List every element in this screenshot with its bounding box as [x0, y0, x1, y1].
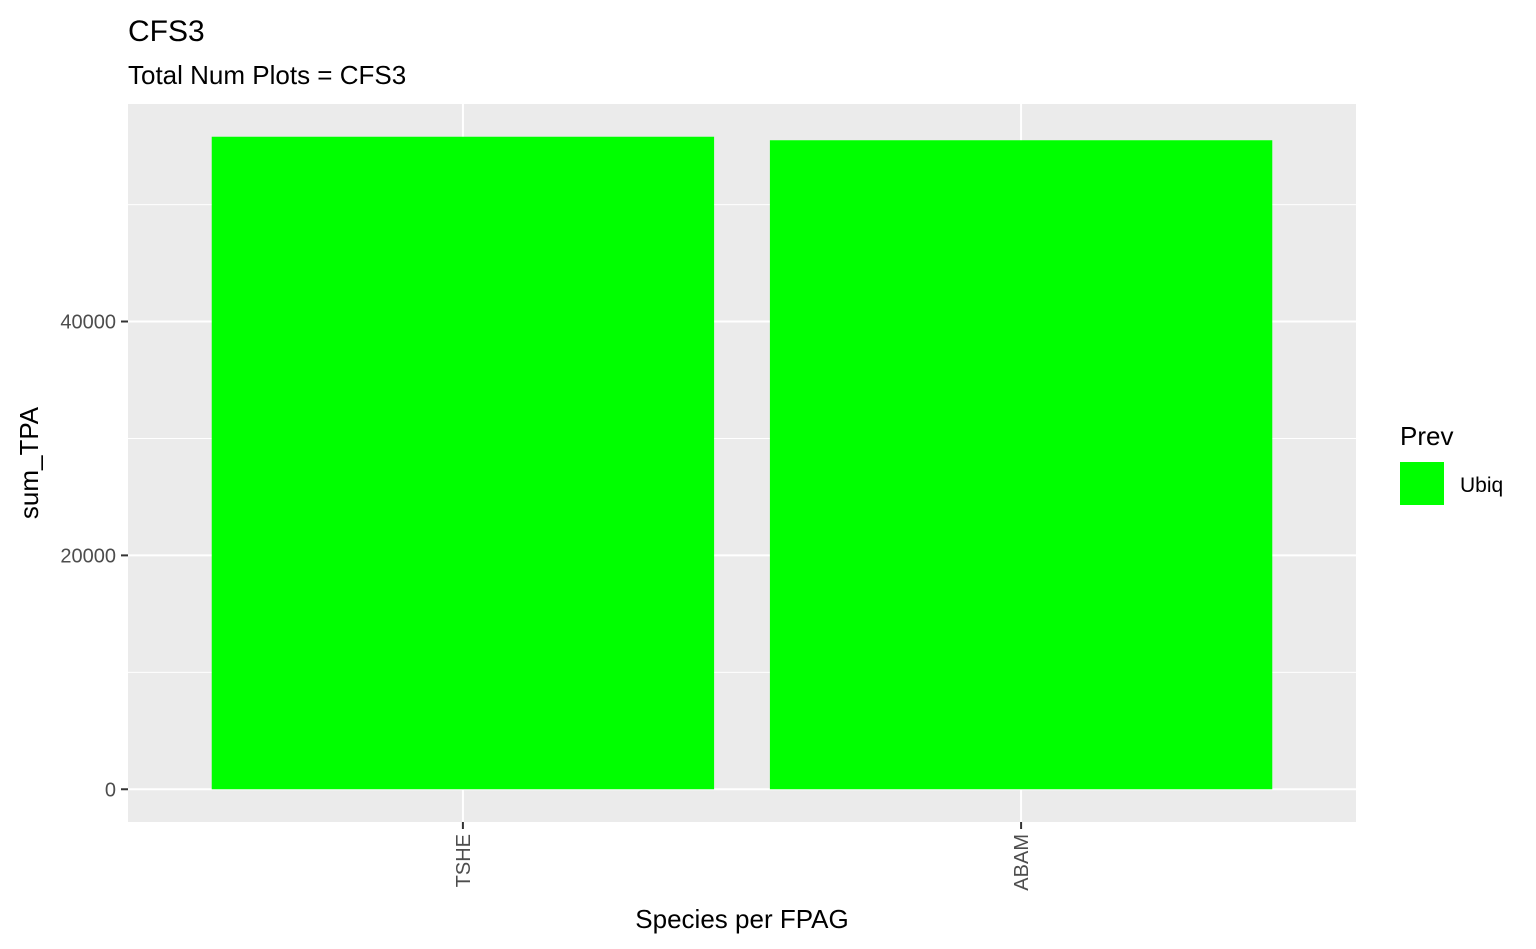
bar-tshe [211, 136, 715, 790]
x-axis-title: Species per FPAG [635, 904, 848, 934]
chart-subtitle: Total Num Plots = CFS3 [128, 60, 406, 90]
y-tick-label: 40000 [60, 312, 116, 334]
legend-key-ubiq [1400, 462, 1444, 505]
legend-entries: Ubiq [1400, 462, 1503, 505]
legend-label: Ubiq [1460, 474, 1503, 497]
y-axis-title: sum_TPA [14, 406, 44, 519]
x-tick-label: TSHE [453, 834, 475, 887]
y-tick-label: 0 [105, 779, 116, 801]
bar-abam [769, 140, 1273, 790]
legend-title: Prev [1400, 421, 1453, 451]
chart-title: CFS3 [128, 15, 205, 48]
legend: Prev Ubiq [1400, 421, 1503, 505]
axes: 0 20000 40000 TSHE ABAM [60, 312, 1033, 891]
bars [211, 136, 1273, 790]
y-tick-label: 20000 [60, 545, 116, 567]
x-tick-label: ABAM [1011, 834, 1033, 891]
